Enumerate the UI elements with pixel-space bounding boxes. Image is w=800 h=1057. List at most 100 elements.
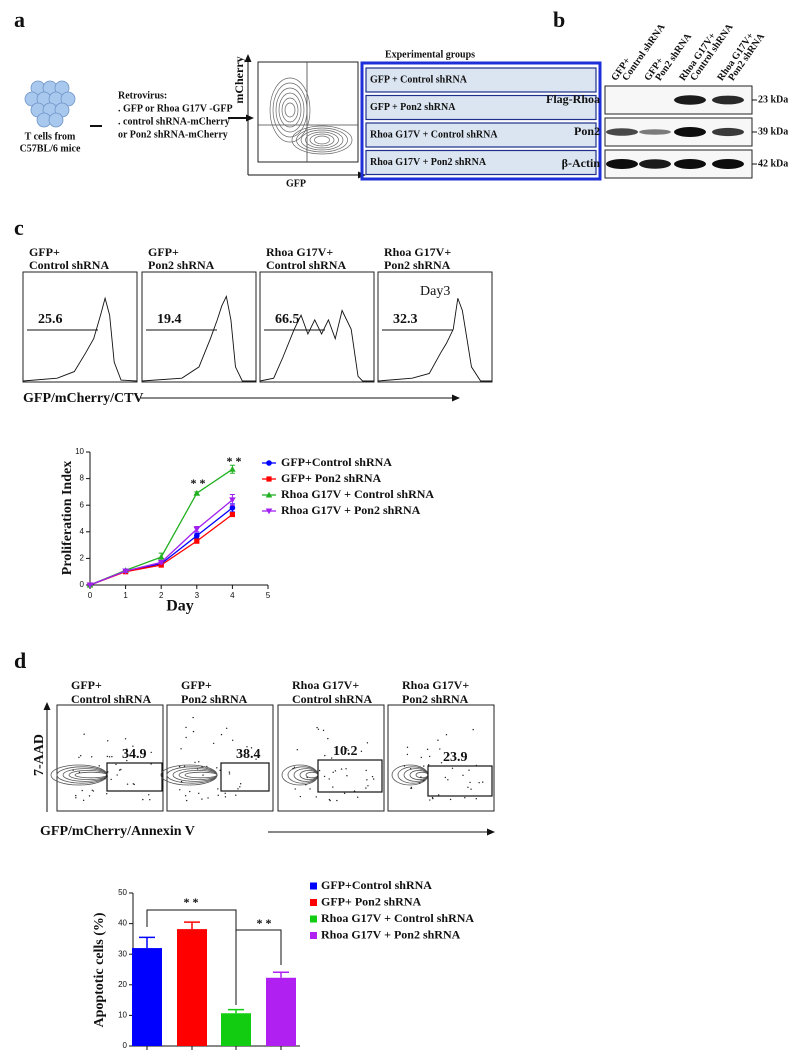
panel-label: b bbox=[553, 7, 565, 32]
event bbox=[206, 765, 208, 768]
band bbox=[606, 159, 638, 169]
event bbox=[347, 749, 349, 752]
x-tick-label: 1 bbox=[123, 591, 128, 600]
label: Control shRNA bbox=[292, 692, 372, 706]
event bbox=[470, 788, 472, 790]
point bbox=[193, 489, 201, 496]
event bbox=[224, 792, 226, 795]
bar bbox=[177, 929, 207, 1046]
event bbox=[445, 734, 448, 736]
contour bbox=[160, 764, 218, 786]
band bbox=[712, 95, 744, 105]
event bbox=[196, 768, 199, 770]
event bbox=[104, 778, 106, 780]
event bbox=[329, 799, 331, 802]
event bbox=[142, 798, 144, 801]
contour bbox=[272, 82, 308, 138]
arrow-head bbox=[244, 54, 252, 62]
event bbox=[120, 768, 122, 771]
event bbox=[366, 779, 368, 781]
label: Experimental groups bbox=[385, 49, 475, 60]
event bbox=[185, 799, 188, 802]
bar bbox=[266, 977, 296, 1046]
event bbox=[207, 797, 209, 799]
label: * * bbox=[257, 916, 272, 930]
point bbox=[86, 582, 94, 589]
x-tick-label: 2 bbox=[159, 591, 164, 600]
y-tick-label: 8 bbox=[80, 474, 85, 483]
gate bbox=[427, 765, 493, 797]
legend-swatch bbox=[310, 882, 317, 890]
event bbox=[235, 794, 237, 796]
event bbox=[328, 778, 330, 780]
event bbox=[340, 768, 343, 770]
label: GFP+ bbox=[71, 678, 102, 692]
event bbox=[255, 758, 257, 760]
event bbox=[323, 775, 326, 778]
event bbox=[126, 783, 129, 785]
legend-label: GFP+Control shRNA bbox=[321, 878, 432, 892]
event bbox=[132, 783, 134, 785]
label: Rhoa G17V+ bbox=[384, 245, 451, 259]
event bbox=[201, 765, 203, 768]
legend-label: Rhoa G17V + Pon2 shRNA bbox=[281, 503, 421, 517]
point bbox=[229, 465, 236, 472]
x-tick-label: 5 bbox=[266, 591, 271, 600]
label: GFP + Control shRNA bbox=[370, 74, 468, 85]
event bbox=[225, 727, 228, 730]
event bbox=[406, 753, 409, 756]
event bbox=[185, 736, 187, 739]
event bbox=[467, 786, 469, 789]
event bbox=[426, 748, 429, 751]
event bbox=[315, 796, 317, 798]
label: Rhoa G17V + Pon2 shRNA bbox=[370, 157, 487, 168]
error-bar bbox=[228, 1008, 244, 1014]
event bbox=[403, 765, 406, 767]
y-tick-label: 20 bbox=[118, 980, 127, 989]
contour bbox=[184, 771, 218, 779]
event bbox=[357, 796, 359, 798]
day-label: Day3 bbox=[420, 284, 450, 299]
event bbox=[108, 756, 111, 758]
label: Pon2 shRNA bbox=[384, 258, 451, 272]
label: 66.5 bbox=[275, 312, 300, 327]
event bbox=[132, 745, 134, 747]
event bbox=[81, 789, 83, 792]
histogram bbox=[259, 309, 374, 382]
label: Pon2 shRNA bbox=[148, 258, 215, 272]
event bbox=[239, 786, 241, 788]
event bbox=[116, 774, 118, 776]
event bbox=[294, 788, 296, 790]
event bbox=[198, 761, 200, 763]
event bbox=[372, 778, 375, 780]
contour bbox=[305, 771, 319, 779]
event bbox=[423, 780, 425, 782]
contour bbox=[269, 77, 311, 143]
label: 38.4 bbox=[236, 747, 261, 762]
x-tick-label: 4 bbox=[230, 591, 235, 600]
band bbox=[712, 159, 744, 169]
label: Rhoa G17V+ bbox=[266, 245, 333, 259]
event bbox=[180, 748, 182, 750]
event bbox=[98, 765, 100, 767]
event bbox=[150, 751, 152, 754]
plot-frame bbox=[277, 704, 385, 812]
event bbox=[343, 792, 346, 795]
event bbox=[115, 763, 117, 766]
legend-swatch bbox=[310, 932, 317, 939]
event bbox=[79, 754, 82, 757]
cell bbox=[48, 112, 64, 128]
error-bar bbox=[273, 971, 289, 978]
event bbox=[231, 739, 234, 741]
point bbox=[229, 511, 235, 518]
contour bbox=[415, 771, 429, 779]
contour bbox=[296, 127, 348, 153]
event bbox=[462, 774, 464, 777]
event bbox=[444, 776, 447, 779]
event bbox=[72, 769, 74, 771]
event bbox=[345, 748, 348, 750]
label: 23 kDa bbox=[758, 94, 788, 105]
point bbox=[229, 497, 236, 504]
plot-frame bbox=[387, 704, 495, 812]
legend-label: Rhoa G17V + Control shRNA bbox=[321, 911, 474, 925]
